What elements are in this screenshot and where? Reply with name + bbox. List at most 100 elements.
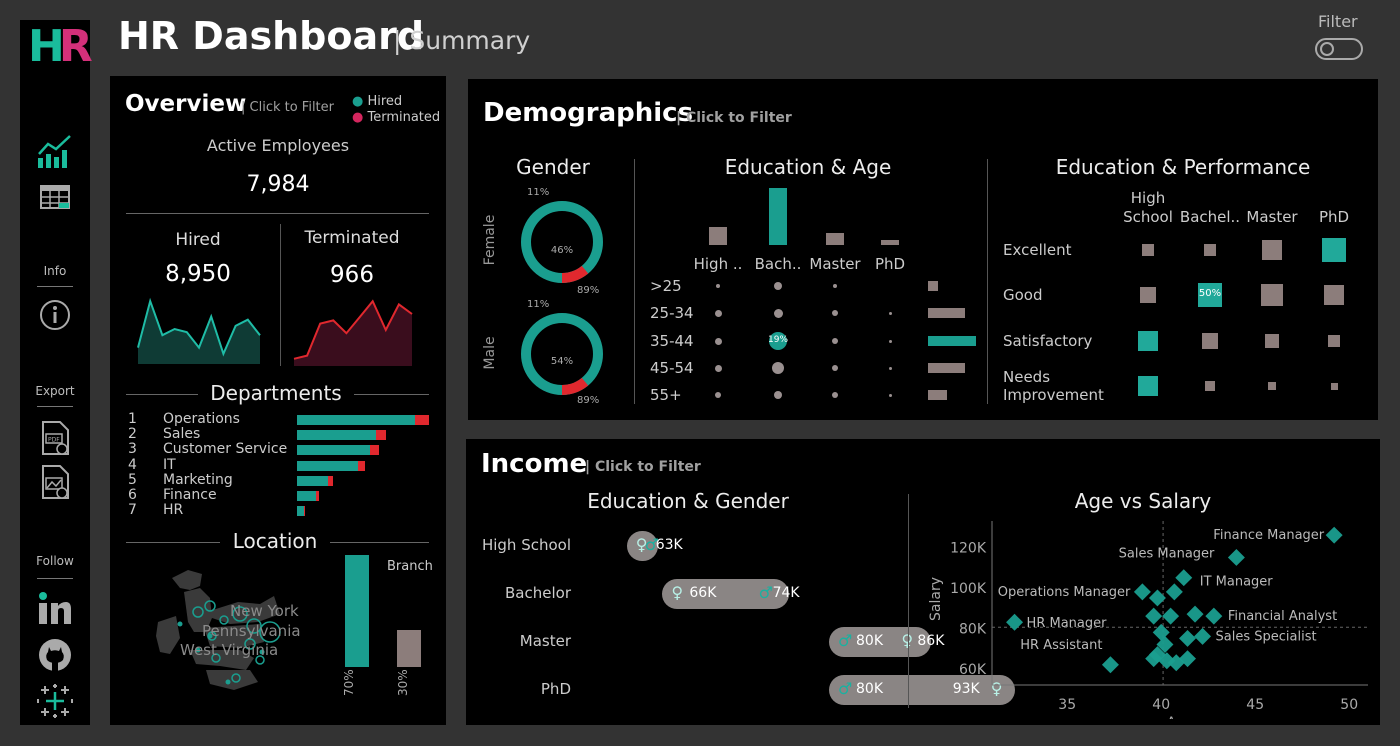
performance-cell[interactable]: [1322, 238, 1346, 262]
department-terminated-bar[interactable]: [316, 491, 320, 501]
age-education-dot[interactable]: [769, 332, 787, 350]
department-name[interactable]: Customer Service: [163, 441, 288, 458]
hired-sparkline[interactable]: [136, 294, 262, 364]
age-bar[interactable]: [928, 281, 938, 291]
department-name[interactable]: Marketing: [163, 471, 233, 488]
linkedin-icon[interactable]: [38, 591, 72, 625]
performance-cell[interactable]: [1142, 244, 1154, 256]
age-education-dot[interactable]: [714, 309, 722, 317]
age-education-dot[interactable]: [888, 339, 892, 343]
age-education-dot[interactable]: [832, 310, 838, 316]
education-performance-matrix[interactable]: High School Bachel.. Master PhD Excellent Goo…: [998, 187, 1368, 412]
tableau-icon[interactable]: [37, 683, 73, 719]
age-salary-scatter[interactable]: 35 40 45 50 60K 80K 100K 120K Age Salary Finance M…: [916, 511, 1376, 719]
legend-terminated[interactable]: ● Terminated: [352, 110, 441, 125]
terminated-sparkline[interactable]: [292, 294, 414, 366]
education-age-matrix[interactable]: High .. Bach.. Master PhD >25 25-34 35-44 45-54…: [638, 179, 988, 409]
performance-cell[interactable]: [1138, 331, 1158, 351]
department-hired-bar[interactable]: [297, 460, 358, 471]
age-bar[interactable]: [928, 390, 947, 400]
divider: [354, 394, 429, 395]
hq-bar[interactable]: [345, 555, 369, 667]
toggle-knob: [1320, 42, 1334, 56]
performance-cell[interactable]: [1328, 335, 1340, 347]
branch-bar[interactable]: [397, 630, 421, 667]
department-name[interactable]: IT: [163, 456, 176, 473]
legend-hired[interactable]: ● Hired: [352, 94, 403, 109]
demographics-click-filter[interactable]: | Click to Filter: [676, 110, 792, 126]
performance-cell[interactable]: [1324, 285, 1344, 305]
female-donut[interactable]: [520, 200, 604, 284]
age-education-dot[interactable]: [715, 392, 721, 398]
income-range-pill[interactable]: [626, 531, 658, 561]
age-bar[interactable]: [928, 336, 976, 346]
department-name[interactable]: Finance: [163, 487, 217, 503]
department-hired-bar[interactable]: [297, 491, 317, 501]
performance-cell[interactable]: [1204, 244, 1216, 256]
department-hired-bar[interactable]: [297, 475, 329, 486]
performance-cell[interactable]: [1140, 287, 1156, 303]
performance-cell[interactable]: [1205, 381, 1215, 391]
income-range-pill[interactable]: [829, 627, 932, 657]
education-bar[interactable]: [881, 239, 899, 245]
department-hired-bar[interactable]: [297, 445, 371, 456]
age-education-dot[interactable]: [773, 308, 783, 318]
age-education-dot[interactable]: [774, 282, 782, 290]
performance-cell[interactable]: [1265, 334, 1279, 348]
department-name[interactable]: Sales: [163, 426, 201, 443]
department-hired-bar[interactable]: [297, 430, 377, 441]
age-education-dot[interactable]: [832, 338, 838, 344]
line-chart-icon[interactable]: [36, 132, 74, 170]
age-education-dot[interactable]: [714, 364, 722, 372]
education-bar[interactable]: [769, 188, 787, 245]
age-bar[interactable]: [928, 308, 965, 318]
age-education-dot[interactable]: [774, 391, 782, 399]
filter-toggle[interactable]: [1315, 38, 1363, 60]
education-bar[interactable]: [826, 232, 844, 245]
income-education-label: High School: [481, 536, 571, 554]
department-terminated-bar[interactable]: [370, 445, 380, 456]
age-education-dot[interactable]: [888, 393, 892, 397]
income-range-pill[interactable]: [662, 579, 789, 609]
income-range-pill[interactable]: [829, 675, 1015, 705]
age-education-dot[interactable]: [772, 362, 784, 374]
age-education-dot[interactable]: [832, 365, 838, 371]
department-terminated-bar[interactable]: [304, 506, 306, 517]
department-hired-bar[interactable]: [297, 415, 415, 425]
age-education-dot[interactable]: [714, 337, 722, 345]
performance-cell[interactable]: [1330, 382, 1338, 390]
performance-cell[interactable]: [1262, 240, 1282, 260]
table-icon[interactable]: [40, 185, 70, 209]
pdf-export-icon[interactable]: PDF: [40, 420, 72, 456]
education-gender-chart[interactable]: High School ♀ ♂ 63K Bachelor ♀ 66K ♂ 74K Master ♂ 8…: [466, 523, 1015, 723]
department-name[interactable]: HR: [163, 502, 184, 519]
male-donut[interactable]: [520, 312, 604, 396]
department-terminated-bar[interactable]: [357, 460, 366, 471]
age-education-dot[interactable]: [888, 366, 892, 370]
performance-column-label: PhD: [1318, 208, 1350, 226]
department-terminated-bar[interactable]: [328, 475, 333, 486]
info-icon[interactable]: [39, 299, 71, 331]
age-group-label: 45-54: [650, 359, 694, 377]
github-icon[interactable]: [38, 638, 72, 672]
age-education-dot[interactable]: [888, 311, 892, 315]
age-bar[interactable]: [928, 363, 965, 373]
department-name[interactable]: Operations: [163, 411, 240, 427]
performance-cell[interactable]: [1268, 382, 1276, 390]
image-export-icon[interactable]: [40, 464, 72, 500]
overview-click-filter[interactable]: | Click to Filter: [241, 100, 334, 115]
department-terminated-bar[interactable]: [414, 415, 429, 425]
income-click-filter[interactable]: | Click to Filter: [585, 459, 701, 475]
age-education-dot[interactable]: [832, 392, 838, 398]
education-bar[interactable]: [709, 226, 727, 245]
age-education-dot[interactable]: [833, 284, 837, 288]
location-map[interactable]: [150, 566, 310, 696]
performance-cell[interactable]: [1138, 376, 1158, 396]
department-terminated-bar[interactable]: [376, 430, 387, 441]
divider: [634, 159, 635, 404]
performance-cell[interactable]: [1198, 283, 1222, 307]
department-hired-bar[interactable]: [297, 506, 305, 517]
performance-cell[interactable]: [1261, 284, 1283, 306]
performance-cell[interactable]: [1202, 333, 1218, 349]
age-education-dot[interactable]: [716, 284, 720, 288]
